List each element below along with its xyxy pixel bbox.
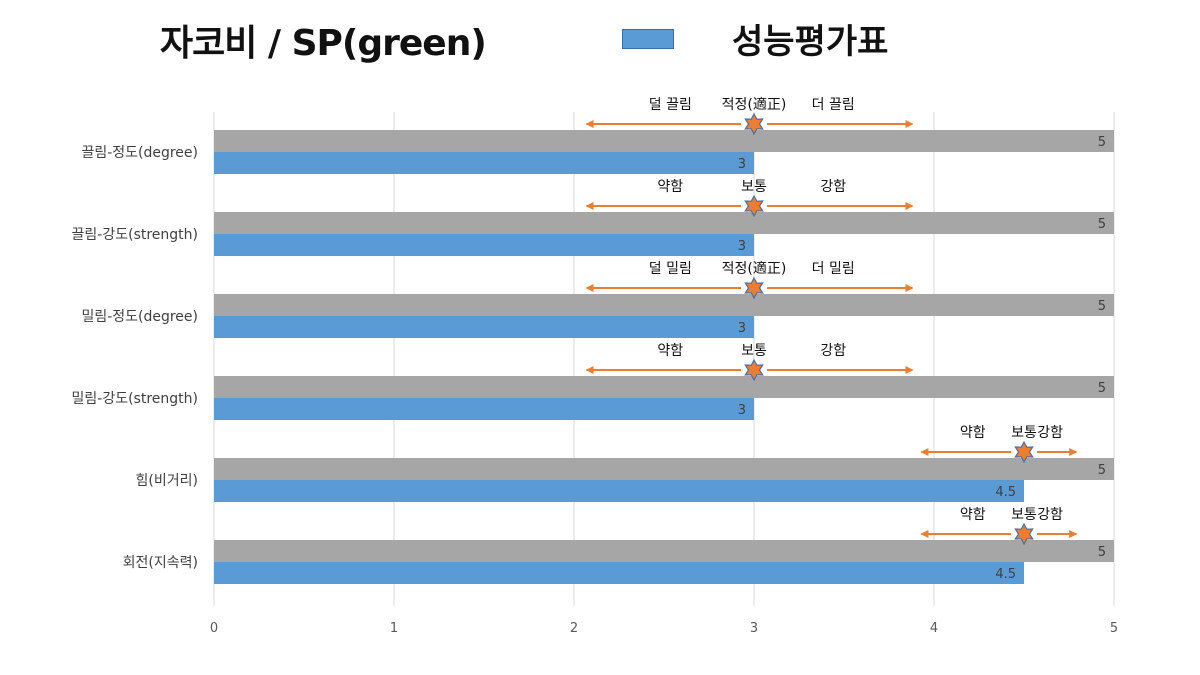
legend-swatch (622, 28, 674, 49)
annotation-left-label: 덜 밀림 (649, 261, 692, 277)
x-tick-label: 1 (390, 621, 398, 636)
legend-label: 성능평가표 (732, 22, 889, 62)
category-label: 밀림-강도(strength) (72, 391, 198, 407)
chart-title: 자코비 / SP(green) (160, 23, 487, 64)
x-tick-label: 3 (750, 621, 758, 636)
annotation-mid-label: 적정(適正) (722, 96, 787, 113)
annotation-left-label: 약함 (657, 179, 683, 195)
annotation-right-label: 강함 (1037, 425, 1063, 441)
annotation-mid-label: 보통 (1011, 425, 1037, 441)
annotation-left-label: 약함 (960, 425, 986, 441)
star-marker (1014, 440, 1034, 464)
annotation-right-label: 강함 (820, 343, 846, 359)
bar-max (214, 294, 1114, 316)
data-label: 4.5 (995, 485, 1016, 500)
data-label: 3 (738, 239, 746, 254)
legend: 성능평가표 (622, 14, 888, 63)
category-label: 밀림-정도(degree) (81, 309, 198, 325)
annotation-mid-label: 적정(適正) (722, 260, 787, 277)
star-marker (744, 194, 764, 218)
annotation-right-label: 더 끌림 (812, 97, 855, 113)
star-marker (744, 276, 764, 300)
category-label: 끌림-강도(strength) (72, 227, 198, 243)
category-label: 끌림-정도(degree) (81, 145, 198, 161)
bar-score (214, 480, 1024, 502)
category-label: 힘(비거리) (136, 473, 198, 489)
data-label: 5 (1098, 299, 1106, 314)
data-label: 5 (1098, 381, 1106, 396)
annotation-right-label: 더 밀림 (812, 261, 855, 277)
bar-max (214, 212, 1114, 234)
bar-score (214, 234, 754, 256)
bar-max (214, 130, 1114, 152)
bar-score (214, 316, 754, 338)
data-label: 3 (738, 157, 746, 172)
bar-score (214, 152, 754, 174)
data-label: 5 (1098, 545, 1106, 560)
data-label: 5 (1098, 217, 1106, 232)
bar-score (214, 562, 1024, 584)
data-label: 3 (738, 403, 746, 418)
data-label: 5 (1098, 135, 1106, 150)
x-tick-label: 0 (210, 621, 218, 636)
category-label: 회전(지속력) (123, 555, 198, 571)
bar-max (214, 458, 1114, 480)
annotation-left-label: 덜 끌림 (649, 97, 692, 113)
annotation-mid-label: 보통 (1011, 507, 1037, 523)
bar-max (214, 376, 1114, 398)
annotation-mid-label: 보통 (741, 179, 767, 195)
annotation-right-label: 강함 (1037, 507, 1063, 523)
annotation-left-label: 약함 (657, 343, 683, 359)
star-marker (1014, 522, 1034, 546)
bar-score (214, 398, 754, 420)
x-tick-label: 2 (570, 621, 578, 636)
annotation-left-label: 약함 (960, 507, 986, 523)
annotation-right-label: 강함 (820, 179, 846, 195)
star-marker (744, 112, 764, 136)
annotation-mid-label: 보통 (741, 343, 767, 359)
data-label: 4.5 (995, 567, 1016, 582)
bar-max (214, 540, 1114, 562)
star-marker (744, 358, 764, 382)
x-tick-label: 5 (1110, 621, 1118, 636)
data-label: 5 (1098, 463, 1106, 478)
data-label: 3 (738, 321, 746, 336)
x-tick-label: 4 (930, 621, 938, 636)
